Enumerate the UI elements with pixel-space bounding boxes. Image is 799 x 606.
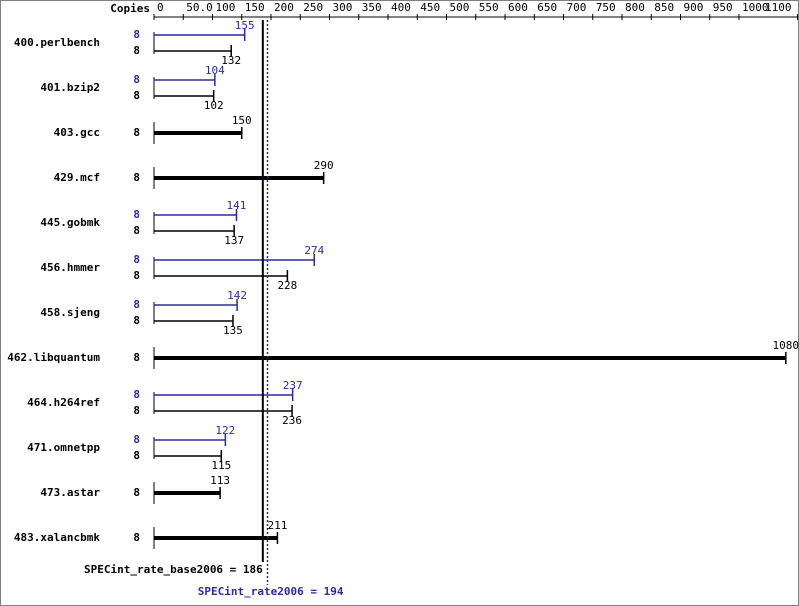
- category-label: 462.libquantum: [7, 351, 100, 364]
- value-label: 236: [282, 414, 302, 427]
- copies-label: 8: [133, 388, 140, 401]
- category-label: 458.sjeng: [40, 306, 100, 319]
- copies-label: 8: [133, 73, 140, 86]
- copies-header: Copies: [110, 2, 150, 15]
- x-tick-label: 750: [596, 1, 616, 14]
- value-label: 211: [267, 519, 287, 532]
- x-tick-label: 350: [362, 1, 382, 14]
- value-label: 104: [205, 64, 225, 77]
- copies-label: 8: [133, 89, 140, 102]
- x-tick-label: 800: [625, 1, 645, 14]
- copies-label: 8: [133, 224, 140, 237]
- copies-label: 8: [133, 298, 140, 311]
- value-label: 228: [277, 279, 297, 292]
- x-tick-label: 900: [684, 1, 704, 14]
- copies-label: 8: [133, 314, 140, 327]
- x-tick-label: 1100: [765, 1, 792, 14]
- value-label: 132: [221, 54, 241, 67]
- reference-label: SPECint_rate2006 = 194: [198, 585, 344, 598]
- value-label: 102: [204, 99, 224, 112]
- value-label: 274: [304, 244, 324, 257]
- copies-label: 8: [133, 351, 140, 364]
- copies-label: 8: [133, 531, 140, 544]
- x-tick-label: 450: [420, 1, 440, 14]
- reference-label: SPECint_rate_base2006 = 186: [84, 563, 263, 576]
- x-tick-label: 50.0: [186, 1, 213, 14]
- value-label: 142: [227, 289, 247, 302]
- copies-label: 8: [133, 253, 140, 266]
- x-tick-label: 100: [216, 1, 236, 14]
- copies-label: 8: [133, 449, 140, 462]
- category-label: 401.bzip2: [40, 81, 100, 94]
- value-label: 155: [235, 19, 255, 32]
- copies-label: 8: [133, 44, 140, 57]
- x-tick-label: 1000: [742, 1, 769, 14]
- copies-label: 8: [133, 126, 140, 139]
- x-tick-label: 250: [303, 1, 323, 14]
- category-label: 483.xalancbmk: [14, 531, 100, 544]
- x-tick-label: 600: [508, 1, 528, 14]
- value-label: 113: [210, 474, 230, 487]
- category-label: 400.perlbench: [14, 36, 100, 49]
- copies-label: 8: [133, 433, 140, 446]
- x-tick-label: 150: [245, 1, 265, 14]
- value-label: 115: [211, 459, 231, 472]
- copies-label: 8: [133, 404, 140, 417]
- category-label: 403.gcc: [54, 126, 100, 139]
- value-label: 122: [215, 424, 235, 437]
- copies-label: 8: [133, 171, 140, 184]
- copies-label: 8: [133, 208, 140, 221]
- x-tick-label: 200: [274, 1, 294, 14]
- category-label: 456.hmmer: [40, 261, 100, 274]
- category-label: 464.h264ref: [27, 396, 100, 409]
- value-label: 135: [223, 324, 243, 337]
- x-tick-label: 700: [567, 1, 587, 14]
- category-label: 429.mcf: [54, 171, 100, 184]
- category-label: 473.astar: [40, 486, 100, 499]
- copies-label: 8: [133, 28, 140, 41]
- x-tick-label: 300: [333, 1, 353, 14]
- category-label: 445.gobmk: [40, 216, 100, 229]
- x-tick-label: 0: [157, 1, 164, 14]
- x-tick-label: 400: [391, 1, 411, 14]
- x-tick-label: 500: [450, 1, 470, 14]
- x-tick-label: 950: [713, 1, 733, 14]
- value-label: 237: [283, 379, 303, 392]
- value-label: 290: [314, 159, 334, 172]
- copies-label: 8: [133, 486, 140, 499]
- copies-label: 8: [133, 269, 140, 282]
- value-label: 137: [224, 234, 244, 247]
- x-tick-label: 850: [654, 1, 674, 14]
- x-tick-label: 550: [479, 1, 499, 14]
- value-label: 150: [232, 114, 252, 127]
- value-label: 141: [227, 199, 247, 212]
- category-label: 471.omnetpp: [27, 441, 100, 454]
- value-label: 1080: [773, 339, 799, 352]
- x-tick-label: 650: [537, 1, 557, 14]
